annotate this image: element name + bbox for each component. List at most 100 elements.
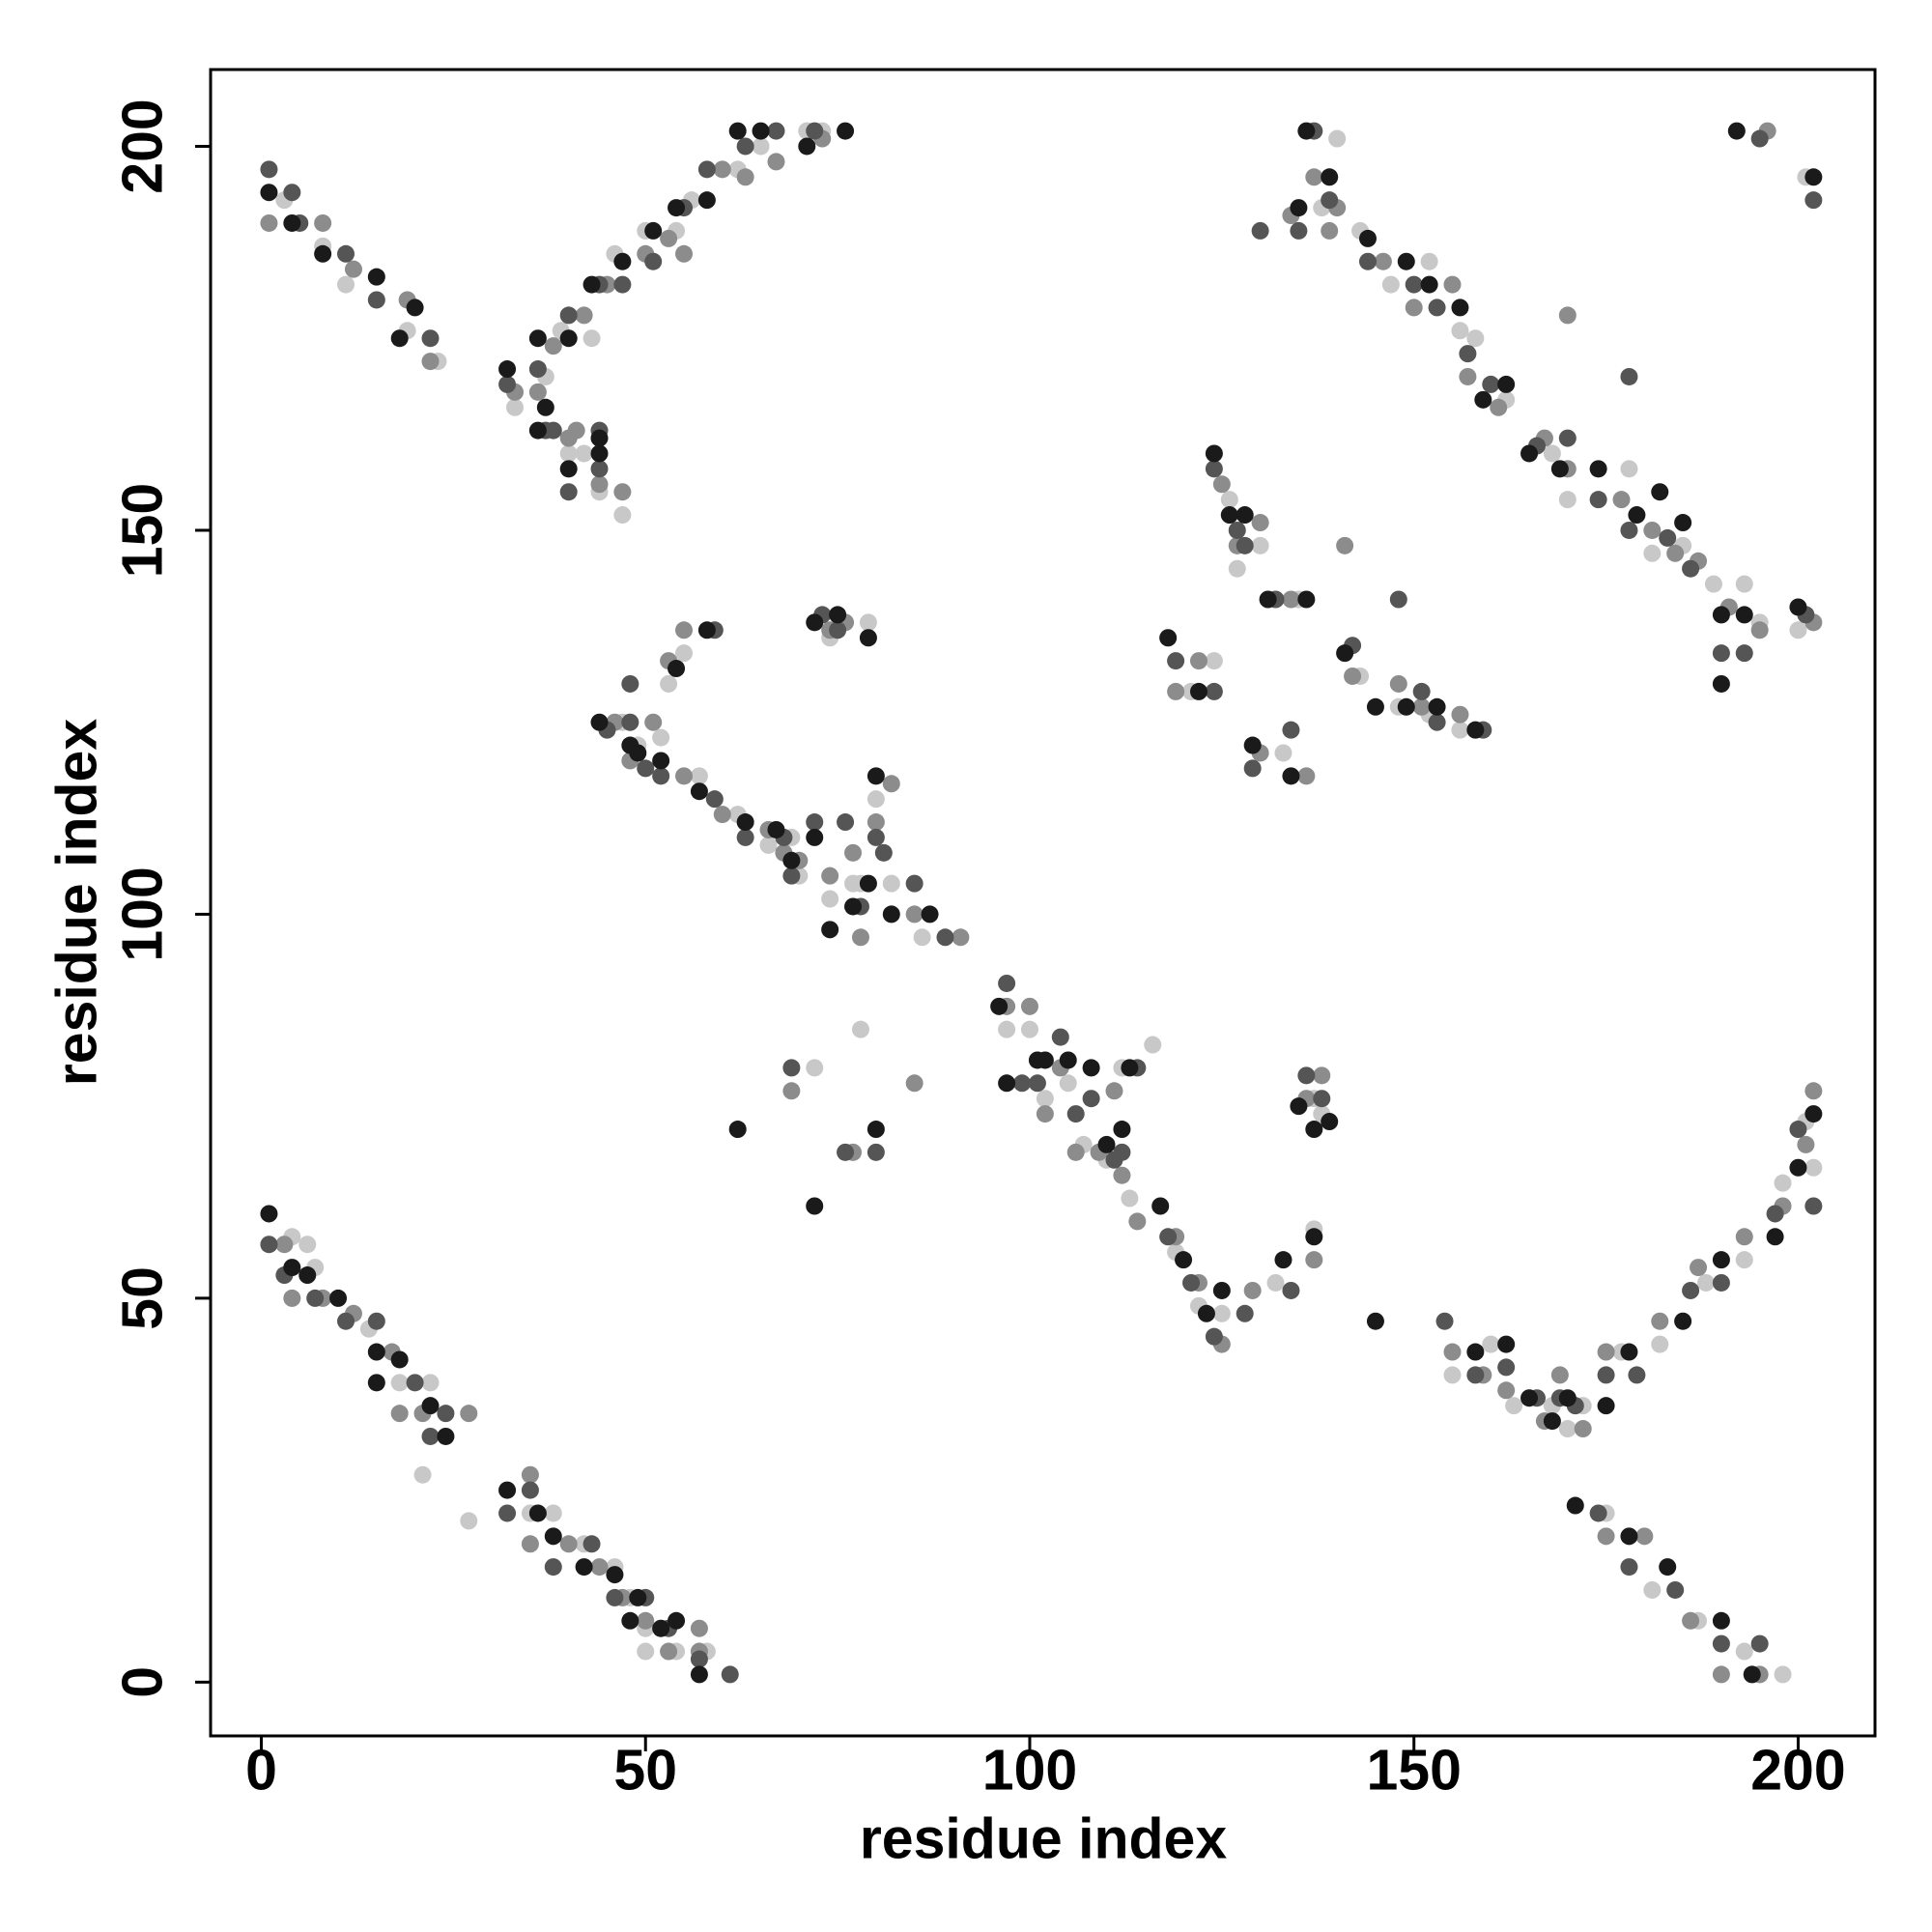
scatter-point [690,1619,708,1637]
scatter-point [1389,674,1407,693]
scatter-point [260,1205,278,1223]
scatter-point [1167,652,1185,670]
scatter-point [621,713,639,731]
scatter-point [1651,483,1669,501]
scatter-point [1020,1020,1038,1038]
scatter-point [821,867,839,885]
scatter-point [1344,667,1362,685]
scatter-point [1305,1228,1323,1246]
scatter-point [367,1343,385,1361]
scatter-point [913,928,931,947]
scatter-point [1628,1366,1646,1384]
scatter-point [806,1197,824,1215]
scatter-point [1290,1097,1308,1116]
scatter-point [1381,275,1400,294]
scatter-point [306,1289,325,1307]
scatter-point [1412,697,1431,716]
scatter-point [675,621,694,639]
scatter-point [1059,1074,1077,1093]
scatter-point [1066,1105,1085,1123]
scatter-point [1435,1312,1454,1330]
scatter-point [1628,506,1646,525]
scatter-point [1321,221,1339,240]
scatter-point [660,1642,678,1661]
x-tick-label: 150 [1366,1739,1461,1803]
scatter-point [713,160,731,179]
scatter-point [668,660,686,678]
scatter-point [998,974,1016,992]
scatter-point [867,767,885,785]
scatter-point [759,836,778,854]
scatter-point [1113,1121,1131,1139]
scatter-point [1466,329,1485,348]
scatter-point [1321,1113,1339,1131]
scatter-point [1735,1251,1753,1269]
scatter-point [1251,514,1269,532]
scatter-point [1505,1397,1523,1415]
scatter-point [1282,590,1300,609]
scatter-point [936,928,954,947]
scatter-point [1443,275,1462,294]
scatter-point [1128,1212,1147,1231]
scatter-point [590,1558,609,1577]
scatter-point [1205,652,1223,670]
scatter-point [1082,1090,1100,1108]
scatter-point [1321,168,1339,186]
scatter-point [767,122,785,140]
scatter-point [867,790,885,809]
scatter-point [1428,298,1446,317]
scatter-point [337,244,355,263]
scatter-point [1036,1105,1054,1123]
scatter-point [582,1535,601,1553]
scatter-point [521,1465,539,1484]
scatter-point [690,1665,708,1684]
scatter-point [806,813,824,832]
scatter-point [806,1059,824,1077]
scatter-point [1113,1166,1131,1184]
scatter-point [821,921,839,939]
scatter-point [660,229,678,247]
scatter-point [1282,721,1300,739]
scatter-point [344,260,362,278]
scatter-point [705,790,724,809]
scatter-point [1189,682,1208,700]
scatter-point [675,244,694,263]
scatter-point [1290,199,1308,217]
scatter-point [528,1504,547,1522]
scatter-point [1389,590,1407,609]
scatter-point [1336,644,1354,663]
scatter-point [1482,375,1500,393]
scatter-point [298,1266,317,1285]
scatter-point [1550,1366,1569,1384]
scatter-point [721,1665,739,1684]
scatter-point [1643,1580,1662,1599]
scatter-point [1620,1527,1638,1546]
scatter-point [1804,1082,1823,1100]
scatter-point [1121,1189,1139,1208]
scatter-point [652,728,670,747]
scatter-point [660,674,678,693]
scatter-point [544,1504,562,1522]
scatter-point [590,444,609,463]
scatter-point [590,429,609,447]
scatter-point [629,744,647,762]
scatter-point [1620,1558,1638,1577]
scatter-point [1220,506,1238,525]
scatter-point [905,1074,923,1093]
scatter-point [260,160,278,179]
scatter-point [1543,444,1561,463]
scatter-point [498,1481,517,1499]
scatter-point [1558,306,1577,325]
scatter-point [1727,122,1746,140]
scatter-point [1712,1634,1730,1653]
scatter-point [1266,1273,1285,1292]
scatter-point [644,252,663,270]
scatter-point [690,1650,708,1668]
scatter-point [644,713,663,731]
scatter-point [1696,1273,1715,1292]
scatter-point [1259,590,1277,609]
scatter-point [1497,1381,1516,1400]
scatter-point [874,843,893,862]
scatter-point [690,782,708,801]
scatter-point [582,329,601,348]
